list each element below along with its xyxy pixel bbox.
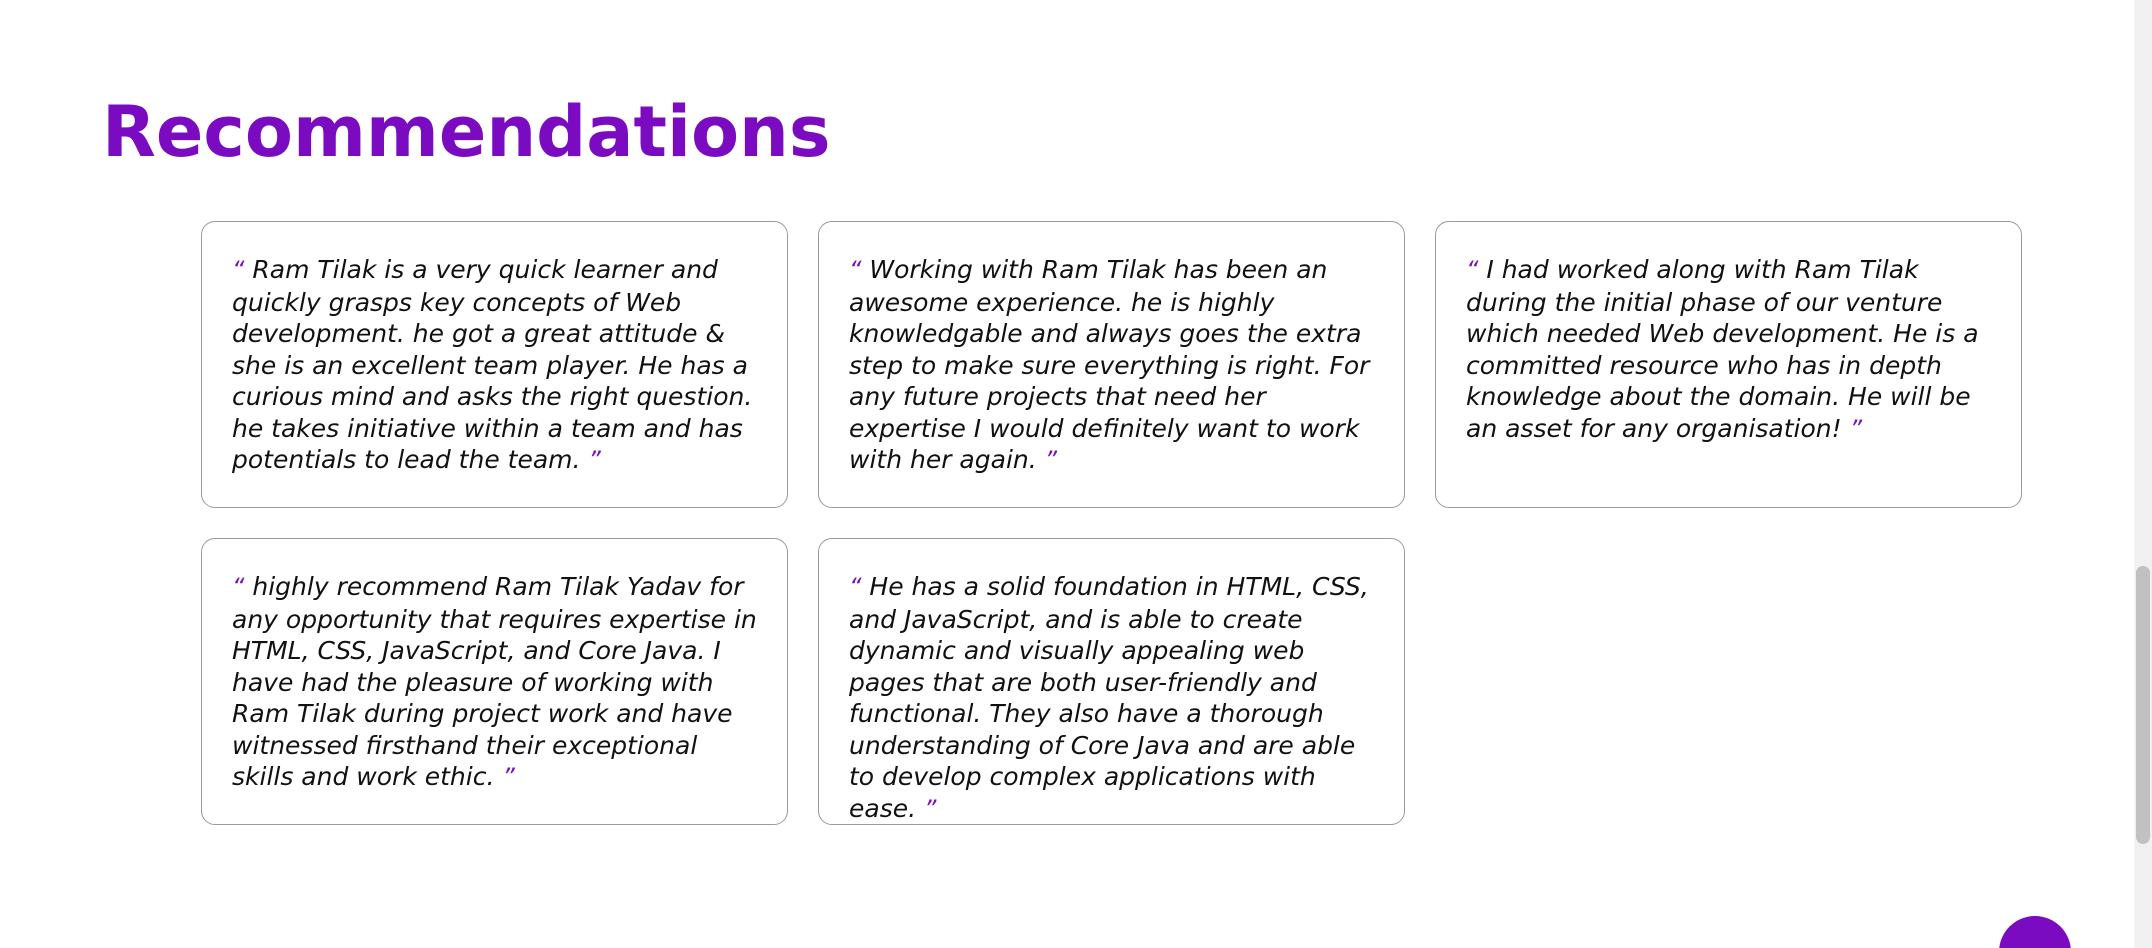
open-quote-icon: “: [232, 256, 245, 284]
recommendation-text: “ highly recommend Ram Tilak Yadav for a…: [232, 571, 757, 794]
section-title: Recommendations: [102, 91, 831, 173]
recommendation-card: “ highly recommend Ram Tilak Yadav for a…: [201, 538, 788, 825]
recommendation-text: “ I had worked along with Ram Tilak duri…: [1466, 254, 1991, 445]
recommendation-body: highly recommend Ram Tilak Yadav for any…: [232, 572, 757, 791]
scrollbar-thumb[interactable]: [2136, 566, 2150, 844]
recommendation-body: Ram Tilak is a very quick learner and qu…: [232, 255, 753, 474]
close-quote-icon: ”: [502, 763, 515, 791]
open-quote-icon: “: [849, 256, 862, 284]
recommendation-text: “ Working with Ram Tilak has been an awe…: [849, 254, 1374, 477]
open-quote-icon: “: [232, 573, 245, 601]
recommendations-grid: “ Ram Tilak is a very quick learner and …: [201, 221, 2023, 825]
recommendation-body: I had worked along with Ram Tilak during…: [1466, 255, 1979, 443]
recommendation-card: “ He has a solid foundation in HTML, CSS…: [818, 538, 1405, 825]
recommendation-body: He has a solid foundation in HTML, CSS, …: [849, 572, 1369, 823]
recommendation-card: “ Ram Tilak is a very quick learner and …: [201, 221, 788, 508]
close-quote-icon: ”: [1044, 446, 1058, 474]
close-quote-icon: ”: [588, 446, 601, 474]
open-quote-icon: “: [849, 573, 862, 601]
recommendation-text: “ Ram Tilak is a very quick learner and …: [232, 254, 757, 477]
open-quote-icon: “: [1466, 256, 1479, 284]
close-quote-icon: ”: [924, 794, 937, 823]
scroll-to-top-button[interactable]: [1999, 916, 2071, 948]
close-quote-icon: ”: [1849, 414, 1863, 443]
recommendation-card: “ Working with Ram Tilak has been an awe…: [818, 221, 1405, 508]
scrollbar[interactable]: [2134, 0, 2152, 948]
recommendation-card: “ I had worked along with Ram Tilak duri…: [1435, 221, 2022, 508]
recommendation-text: “ He has a solid foundation in HTML, CSS…: [849, 571, 1374, 825]
recommendation-body: Working with Ram Tilak has been an aweso…: [849, 255, 1370, 474]
